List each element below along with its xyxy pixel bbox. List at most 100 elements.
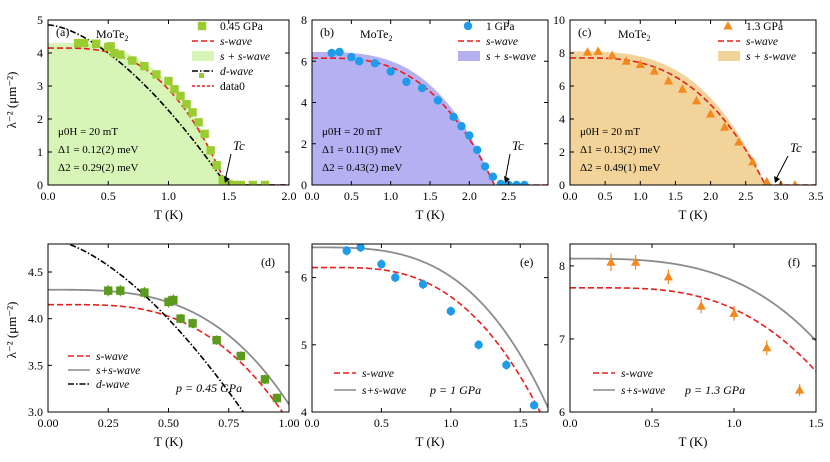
x-tick-label: 1.5 [513,416,528,430]
axes-frame [569,19,817,186]
data-point [792,180,798,185]
pressure-label: p = 0.45 GPa [175,381,242,395]
y-tick-label: 7 [559,332,565,346]
pressure-label: p = 1.3 GPa [684,383,745,397]
panel-label: (c) [578,25,591,39]
legend-marker [723,21,733,30]
axes-frame [311,243,549,413]
y-tick-label: 2 [301,137,307,151]
legend-label: s-wave [362,368,394,380]
data-point [449,112,458,122]
y-tick-label: 6 [559,79,565,93]
y-tick-label: 0 [559,178,565,192]
y-tick-label: 5 [37,13,43,27]
x-tick-label: 0.25 [98,416,119,430]
data-point [607,50,617,59]
data-point [335,47,344,57]
data-point [182,99,191,109]
data-point [236,351,245,361]
data-point [218,175,227,185]
legend-label: s-wave [96,351,128,363]
data-point [795,385,805,394]
x-tick-label: 3.0 [773,189,788,203]
delta1-annotation: Δ1 = 0.12(2) meV [58,144,139,156]
data-point [663,271,673,281]
material-label: MoTe2 [96,27,129,43]
tc-arrow [504,153,511,182]
legend-label: 1.3 GPa [746,21,783,33]
legend-label: d-wave [220,66,253,78]
legend-label: s-wave [486,36,518,48]
curve-d-wave [66,244,245,412]
x-axis-label: T (K) [154,207,183,222]
y-tick-label: 4.0 [28,312,43,326]
data-point [480,162,490,171]
data-point [631,257,641,266]
tc-arrowhead [224,176,230,183]
data-point [116,286,125,295]
data-point [473,145,482,155]
x-tick-label: 0.5 [598,189,613,203]
panel-label: (d) [261,255,275,269]
y-tick-label: 5 [301,338,307,352]
data-point [106,42,115,51]
y-tick-label: 10 [553,13,565,27]
data-point [417,83,427,93]
material-subscript: 2 [647,34,651,43]
x-axis-label: T (K) [678,434,707,449]
x-tick-label: 1.0 [633,189,648,203]
legend-label: s + s-wave [746,51,796,63]
data-point [236,180,245,185]
data-point [488,172,498,181]
fill-s+s-wave [48,42,227,185]
tc-label: Tc [512,138,524,153]
y-tick-label: 6 [301,271,307,285]
tc-arrowhead [774,176,780,183]
legend-swatch [718,51,740,61]
legend-swatch [458,51,480,61]
data-point [762,342,772,352]
x-tick-label: 3.5 [809,189,824,203]
y-tick-label: 2 [37,112,43,126]
data-point [474,340,483,349]
data-point [164,297,173,307]
legend-marker [197,21,207,31]
panel-label: (a) [56,25,69,39]
tc-label: Tc [233,138,245,153]
material-subscript: 2 [125,34,129,43]
delta2-annotation: Δ2 = 0.49(1) meV [580,162,661,174]
data-point [212,335,221,345]
x-tick-label: 1.5 [423,189,438,203]
data-point [356,244,365,252]
y-tick-label: 0 [301,178,307,192]
legend-label: data0 [220,81,245,93]
axes-frame [47,243,290,413]
y-tick-label: 4 [37,46,43,60]
data-point [457,122,466,131]
data-point [140,288,149,297]
panel-d: 0.00 0.25 0.50 0.75 1.00 3.0 3.5 4.0 4.5 T (K) (d)… [28,243,300,449]
tc-arrowhead [504,176,510,183]
data-point [606,257,616,266]
x-tick-label: 0.0 [41,189,56,203]
x-tick-label: 1.00 [279,416,300,430]
panel-label: (f) [788,255,800,269]
legend-label: s-wave [746,36,778,48]
y-tick-label: 4 [301,405,307,419]
panel-c: 0.0 0.5 1.0 1.5 2.0 2.5 3.0 3.5 0 2 4 6 8 10 T (K) (c) M… [553,13,824,222]
data-point [734,137,744,146]
data-point [188,108,197,117]
legend-label: 1 GPa [486,21,514,33]
legend-marker [199,73,204,78]
y-tick-label: 8 [559,46,565,60]
data-point [402,77,411,87]
material-label: MoTe2 [360,27,393,43]
pressure-label: p = 1 GPa [429,383,481,397]
data-point [206,146,215,155]
data-point [327,48,336,58]
legend-label: d-wave [96,379,129,391]
data-point [691,95,702,105]
x-tick-label: 0.5 [344,189,359,203]
data-point [260,180,270,185]
data-point [200,129,209,139]
